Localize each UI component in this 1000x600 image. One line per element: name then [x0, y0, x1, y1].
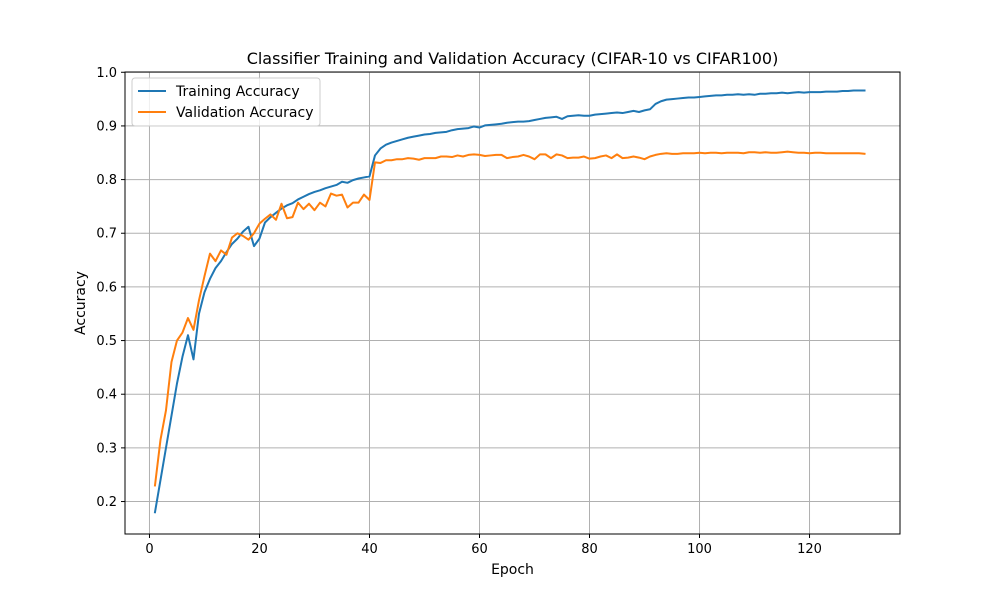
y-tick-label: 0.6 — [96, 280, 117, 295]
y-tick-label: 0.8 — [96, 173, 117, 188]
validation-accuracy-line — [153, 150, 866, 487]
x-tick-label: 80 — [581, 542, 598, 557]
legend-label-validation: Validation Accuracy — [176, 105, 314, 121]
x-tick-label: 120 — [797, 542, 822, 557]
axes-layer — [124, 71, 901, 535]
y-axis-label: Accuracy — [73, 271, 89, 335]
y-tick-label: 0.4 — [96, 388, 117, 403]
legend-label-training: Training Accuracy — [175, 84, 300, 100]
series-layer — [153, 89, 866, 514]
legend: Training Accuracy Validation Accuracy — [131, 77, 321, 127]
x-tick-label: 40 — [361, 542, 378, 557]
x-tick-label: 100 — [687, 542, 712, 557]
y-tick-label: 0.2 — [96, 495, 117, 510]
y-tick-label: 0.9 — [96, 119, 117, 134]
legend-box — [131, 77, 321, 127]
x-tick-label: 60 — [471, 542, 488, 557]
y-tick-label: 0.3 — [96, 441, 117, 456]
chart-title: Classifier Training and Validation Accur… — [247, 49, 779, 68]
x-axis-label: Epoch — [491, 562, 534, 578]
y-tick-label: 0.5 — [96, 334, 117, 349]
grid-layer — [125, 71, 900, 534]
tick-layer: 0 20 40 60 80 100 120 0.2 0.3 0.4 0.5 0.6 0.7 0.8 0.9 1… — [96, 66, 822, 557]
x-tick-label: 20 — [251, 542, 268, 557]
y-tick-label: 0.7 — [96, 227, 117, 242]
x-tick-label: 0 — [145, 542, 153, 557]
training-accuracy-line — [153, 89, 866, 514]
y-tick-label: 1.0 — [96, 66, 117, 81]
plot-frame — [124, 71, 901, 535]
